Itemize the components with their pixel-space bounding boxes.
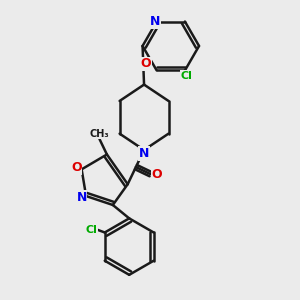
Text: N: N — [150, 15, 160, 28]
Text: CH₃: CH₃ — [90, 129, 109, 139]
Text: O: O — [71, 161, 82, 174]
Text: N: N — [139, 147, 149, 160]
Text: O: O — [140, 57, 151, 70]
Text: Cl: Cl — [181, 71, 192, 81]
Text: O: O — [151, 168, 162, 181]
Text: N: N — [76, 191, 87, 204]
Text: Cl: Cl — [86, 224, 98, 235]
